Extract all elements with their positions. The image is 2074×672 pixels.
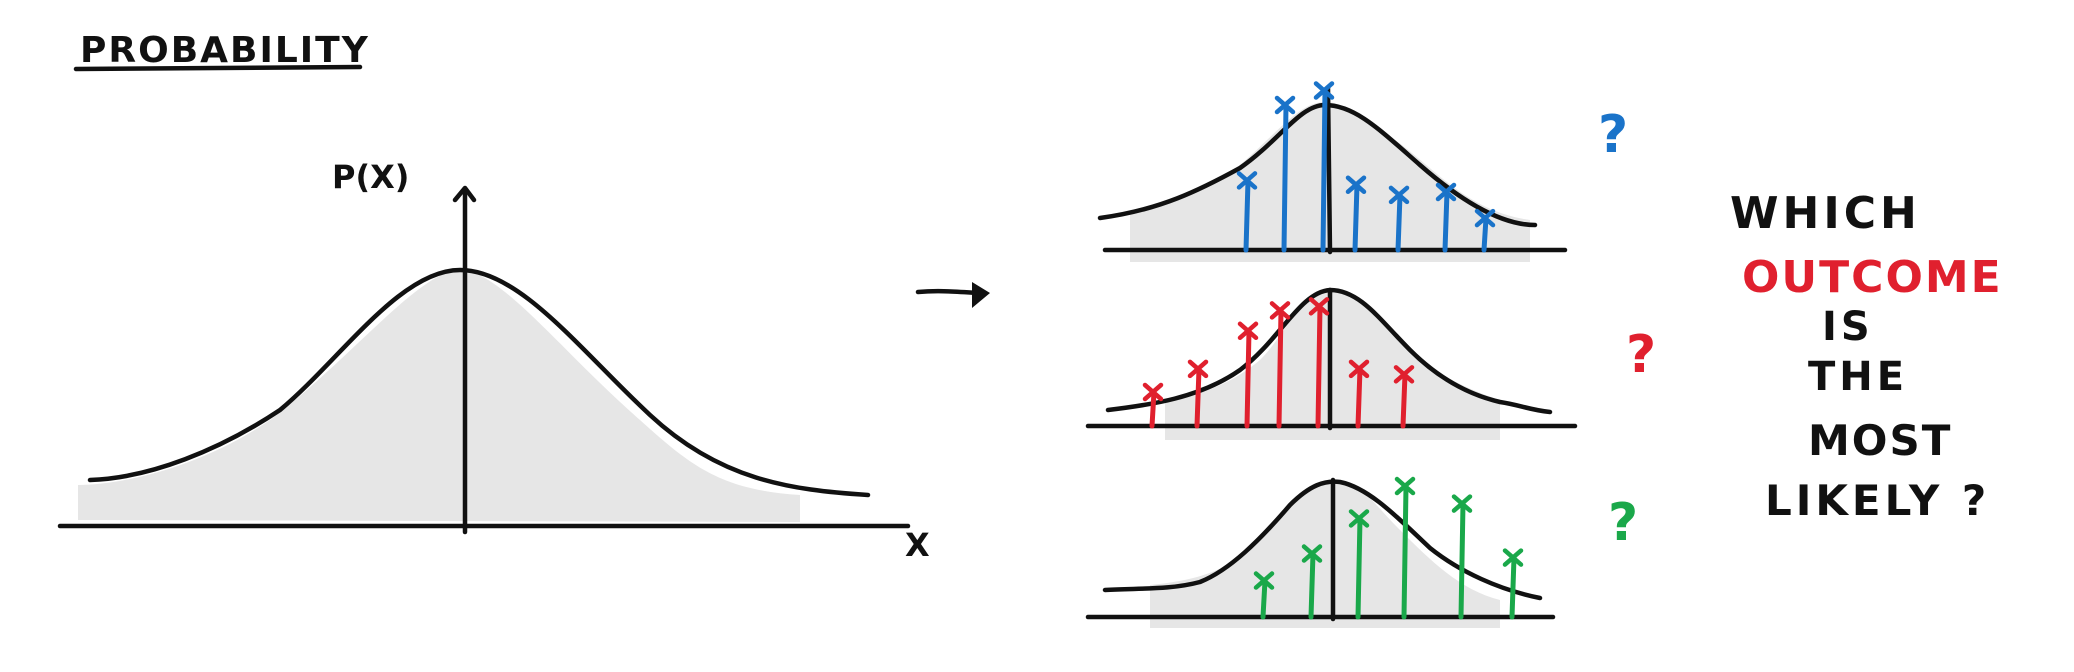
- transition-arrow: [915, 282, 990, 308]
- red-sample-x-mark: [1237, 321, 1259, 341]
- question-line-which: WHICH: [1730, 188, 1921, 239]
- red-sample-stem: [1276, 307, 1284, 429]
- blue-sample-stem: [1352, 182, 1360, 253]
- blue-sample-stem: [1395, 192, 1403, 253]
- blue-sample-x-mark: [1313, 81, 1335, 100]
- arrow-head: [972, 282, 990, 308]
- green-sample-x-mark: [1394, 476, 1416, 496]
- blue-sample-stem: [1481, 215, 1489, 253]
- arrow-shaft: [915, 288, 983, 296]
- blue-sample-stem: [1442, 189, 1450, 253]
- green-sample-x-mark: [1502, 548, 1524, 567]
- question-line-the: THE: [1808, 354, 1908, 400]
- red-sample-x-mark: [1393, 365, 1415, 384]
- question-line-most: MOST: [1808, 416, 1952, 465]
- green-sample-x-mark: [1253, 571, 1275, 590]
- red-sample-stem: [1244, 328, 1252, 429]
- main-distribution: P(X) X: [57, 158, 930, 564]
- sample-red-shading: [1165, 290, 1500, 440]
- y-axis-arrowhead: [452, 185, 477, 203]
- red-sample-x-mark: [1348, 359, 1370, 379]
- main-distribution-shading: [78, 270, 800, 522]
- title-underline: [73, 64, 363, 72]
- red-sample-stem: [1355, 366, 1363, 429]
- blue-sample-x-mark: [1435, 182, 1457, 202]
- title: PROBABILITY: [80, 30, 370, 71]
- question-line-is: IS: [1822, 304, 1874, 350]
- question-text: WHICH OUTCOME IS THE MOST LIKELY ?: [1730, 188, 2003, 525]
- sample-blue-question-mark: ?: [1598, 105, 1628, 165]
- red-sample-x-mark: [1187, 359, 1209, 379]
- question-line-outcome: OUTCOME: [1742, 252, 2003, 303]
- sample-green-shading: [1150, 480, 1500, 628]
- blue-sample-stem: [1243, 177, 1251, 253]
- question-line-likely: LIKELY ?: [1765, 476, 1990, 525]
- green-sample-x-mark: [1451, 494, 1473, 513]
- blue-sample-stem: [1281, 102, 1289, 253]
- blue-sample-x-mark: [1236, 171, 1258, 190]
- blue-sample-x-mark: [1388, 185, 1410, 205]
- red-sample-x-mark: [1142, 382, 1164, 402]
- blue-sample-x-mark: [1474, 208, 1496, 228]
- green-sample-stem: [1509, 555, 1517, 620]
- blue-sample-x-mark: [1345, 175, 1367, 194]
- sample-plot-blue: ?: [1097, 81, 1628, 262]
- sample-plot-red: ?: [1085, 287, 1656, 440]
- sample-red-question-mark: ?: [1626, 325, 1656, 385]
- blue-sample-x-mark: [1274, 95, 1296, 115]
- sample-plot-green: ?: [1085, 476, 1638, 628]
- sample-red-curve: [1105, 287, 1553, 415]
- main-distribution-curve: [87, 267, 871, 498]
- green-sample-x-mark: [1301, 544, 1323, 563]
- blue-sample-stem: [1320, 88, 1328, 253]
- green-sample-stem: [1355, 515, 1363, 620]
- red-sample-stem: [1400, 371, 1408, 429]
- red-sample-stem: [1315, 303, 1323, 429]
- sample-green-question-mark: ?: [1608, 493, 1638, 553]
- red-sample-x-mark: [1308, 297, 1330, 316]
- red-sample-x-mark: [1269, 301, 1291, 320]
- sample-green-curve: [1102, 479, 1543, 601]
- y-axis-label: P(X): [332, 158, 409, 196]
- green-sample-stem: [1458, 501, 1466, 620]
- x-axis-label: X: [905, 526, 930, 564]
- sample-blue-center-line: [1325, 85, 1333, 255]
- green-sample-stem: [1260, 578, 1268, 620]
- green-sample-stem: [1308, 551, 1316, 620]
- green-sample-x-mark: [1348, 509, 1370, 528]
- green-sample-stem: [1401, 483, 1409, 620]
- red-sample-stem: [1194, 366, 1202, 429]
- red-sample-stem: [1149, 389, 1157, 429]
